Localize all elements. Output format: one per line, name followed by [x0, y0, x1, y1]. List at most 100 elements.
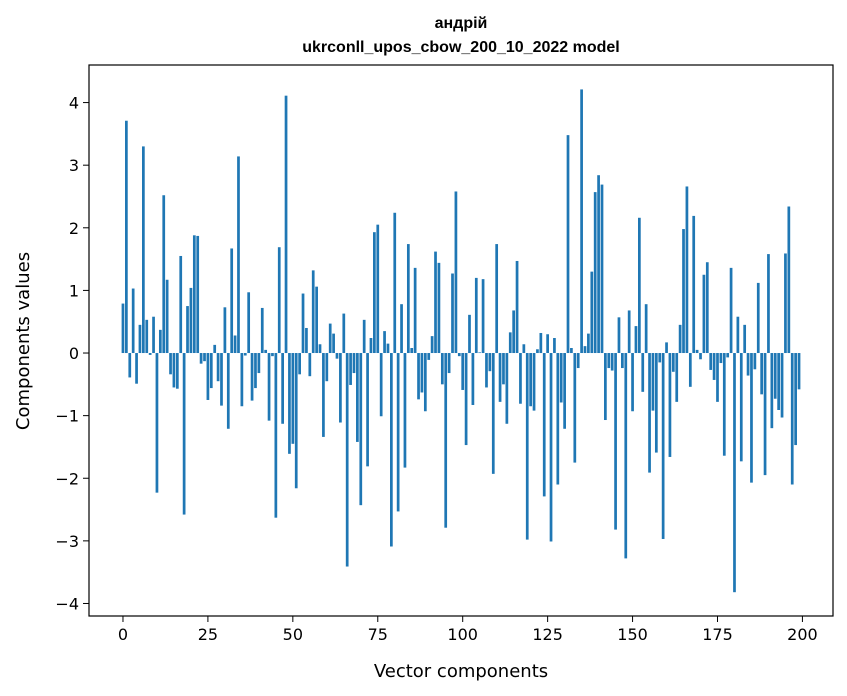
bar	[495, 244, 499, 354]
bar	[617, 317, 621, 354]
bar	[373, 232, 376, 354]
bar	[699, 353, 702, 360]
bar	[736, 316, 740, 354]
x-tick-label: 25	[198, 625, 218, 644]
bar	[451, 273, 454, 354]
bar	[627, 310, 631, 354]
bar	[362, 319, 366, 354]
bar	[131, 288, 135, 354]
bar	[420, 353, 424, 393]
bar	[719, 353, 723, 364]
bar	[678, 324, 682, 354]
bar	[179, 255, 183, 354]
bar	[515, 260, 519, 354]
bar	[298, 353, 301, 375]
bar	[254, 353, 257, 389]
y-tick-label: 3	[69, 156, 79, 175]
bar	[247, 292, 251, 354]
bar	[505, 353, 509, 424]
bar	[702, 274, 706, 354]
x-tick-label: 100	[447, 625, 478, 644]
x-tick-label: 0	[118, 625, 128, 644]
bar	[692, 215, 696, 354]
bar	[318, 344, 322, 354]
x-axis-label: Vector components	[374, 661, 548, 682]
bar	[135, 353, 138, 384]
bar	[311, 270, 315, 354]
bar	[196, 235, 200, 354]
bar	[478, 352, 482, 354]
bar	[512, 310, 516, 354]
bar	[705, 262, 709, 354]
bar	[169, 353, 172, 375]
bar	[733, 353, 736, 593]
bar	[142, 146, 145, 354]
bar	[767, 254, 770, 354]
bar	[226, 353, 230, 429]
bar	[610, 353, 614, 371]
bar	[434, 251, 437, 354]
bar	[349, 353, 352, 385]
bar	[206, 353, 210, 400]
bar	[556, 353, 560, 485]
bar	[621, 353, 624, 369]
bar	[383, 331, 386, 354]
bar	[553, 338, 556, 354]
bar	[447, 353, 451, 374]
bar	[614, 353, 617, 530]
bar	[773, 353, 777, 399]
bar	[532, 353, 536, 411]
bar	[604, 353, 607, 421]
bar	[165, 279, 169, 354]
bar	[648, 353, 651, 473]
bar	[777, 353, 780, 410]
bar	[780, 353, 784, 418]
bar	[121, 303, 125, 354]
bar	[230, 248, 234, 354]
bar	[770, 353, 774, 429]
y-tick-label: −2	[55, 469, 79, 488]
bar	[784, 253, 787, 354]
bar	[454, 191, 458, 354]
bar	[366, 353, 369, 467]
bar	[587, 333, 590, 354]
bar	[291, 353, 295, 444]
bar-series	[121, 89, 801, 593]
bar	[301, 293, 305, 354]
bar	[570, 348, 573, 354]
bar	[281, 353, 284, 424]
bar	[148, 353, 152, 355]
bar	[138, 324, 142, 354]
bar	[376, 224, 380, 354]
x-tick-label: 50	[283, 625, 303, 644]
bar	[410, 348, 414, 354]
bar	[750, 353, 753, 483]
bar	[209, 353, 213, 389]
bar	[559, 353, 563, 403]
bar	[400, 304, 403, 354]
bar	[716, 353, 719, 402]
bar	[726, 353, 730, 358]
x-tick-label: 200	[787, 625, 818, 644]
bar	[406, 244, 410, 354]
bar	[729, 267, 733, 354]
bar	[760, 353, 764, 395]
bar	[546, 334, 549, 354]
bar	[345, 353, 349, 567]
bar	[199, 353, 203, 364]
bar	[590, 271, 594, 354]
y-axis-ticks: −4 −3 −2 −1 0 1 2 3 4	[55, 94, 89, 613]
bar	[175, 353, 179, 389]
bar	[444, 353, 448, 528]
bar	[756, 282, 760, 354]
bar	[277, 247, 281, 354]
bar	[308, 353, 312, 377]
bar	[709, 353, 713, 370]
bar	[305, 327, 308, 354]
bar	[158, 329, 162, 354]
y-tick-label: 2	[69, 219, 79, 238]
bar	[519, 353, 522, 404]
bar	[539, 332, 543, 354]
bar	[498, 353, 502, 402]
